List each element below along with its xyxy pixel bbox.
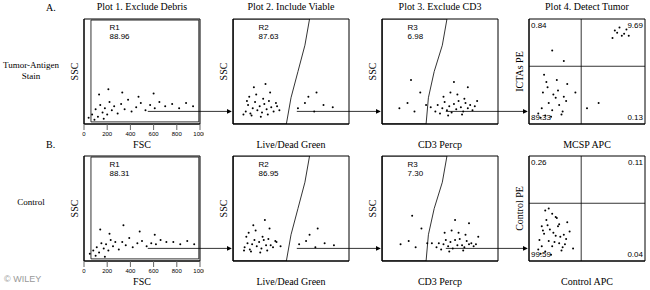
svg-text:600: 600 — [149, 131, 160, 137]
html-text:88.96: 88.96 — [109, 32, 130, 41]
html-text:R3: R3 — [407, 23, 418, 32]
svg-text:1000: 1000 — [193, 268, 204, 274]
html-text:0.11: 0.11 — [628, 158, 643, 167]
svg-text:SSC: SSC — [367, 62, 378, 80]
svg-text:Control PE: Control PE — [514, 186, 525, 231]
svg-text:CD3 Percp: CD3 Percp — [418, 139, 462, 150]
svg-text:Control APC: Control APC — [561, 276, 613, 287]
html-text:6.98: 6.98 — [407, 32, 424, 41]
html-text:Plot 1. Exclude Debris: Plot 1. Exclude Debris — [96, 1, 188, 12]
svg-text:SSC: SSC — [69, 62, 80, 80]
svg-text:800: 800 — [172, 268, 183, 274]
html-text:0.04: 0.04 — [627, 250, 643, 259]
html-text:R2: R2 — [258, 23, 269, 32]
svg-text:400: 400 — [125, 131, 136, 137]
html-text:0.26: 0.26 — [531, 158, 547, 167]
html-text:Plot 2. Include Viable: Plot 2. Include Viable — [247, 1, 335, 12]
html-text:B.: B. — [46, 139, 56, 150]
html-text:86.95: 86.95 — [258, 169, 279, 178]
svg-text:FSC: FSC — [133, 276, 151, 287]
svg-text:SSC: SSC — [69, 199, 80, 217]
html-text:0.84: 0.84 — [531, 21, 547, 30]
html-text:Plot 3. Exclude CD3: Plot 3. Exclude CD3 — [398, 1, 482, 12]
svg-text:800: 800 — [172, 131, 183, 137]
html-text:R1: R1 — [109, 160, 120, 169]
html-text:9.69: 9.69 — [627, 21, 643, 30]
html-text:99.59: 99.59 — [531, 250, 551, 259]
html-text:R2: R2 — [258, 160, 269, 169]
svg-text:Live/Dead Green: Live/Dead Green — [256, 276, 325, 287]
html-text:© WILEY: © WILEY — [4, 274, 42, 284]
svg-text:FSC: FSC — [133, 139, 151, 150]
html-text:Plot 4. Detect Tumor: Plot 4. Detect Tumor — [545, 1, 629, 12]
svg-text:0: 0 — [82, 131, 86, 137]
html-text:A.: A. — [46, 2, 56, 13]
svg-text:SSC: SSC — [218, 62, 229, 80]
html-text:R3: R3 — [407, 160, 418, 169]
svg-text:600: 600 — [149, 268, 160, 274]
svg-text:Live/Dead Green: Live/Dead Green — [256, 139, 325, 150]
html-text:Control: Control — [17, 197, 45, 207]
html-text:88.31: 88.31 — [109, 169, 130, 178]
svg-text:SSC: SSC — [218, 199, 229, 217]
svg-text:MCSP APC: MCSP APC — [563, 139, 611, 150]
svg-text:CD3 Percp: CD3 Percp — [418, 276, 462, 287]
svg-text:1000: 1000 — [193, 131, 204, 137]
html-text:87.63: 87.63 — [258, 32, 279, 41]
svg-text:200: 200 — [102, 268, 113, 274]
html-text:0.13: 0.13 — [627, 113, 643, 122]
html-text:7.30: 7.30 — [407, 169, 424, 178]
html-text:R1: R1 — [109, 23, 120, 32]
svg-text:400: 400 — [125, 268, 136, 274]
svg-text:SSC: SSC — [367, 199, 378, 217]
svg-text:0: 0 — [82, 268, 86, 274]
html-text:Tumor-Antigen Stain: Tumor-Antigen Stain — [3, 60, 59, 81]
svg-text:200: 200 — [102, 131, 113, 137]
html-text:89.33: 89.33 — [531, 113, 551, 122]
svg-text:ICTAs PE: ICTAs PE — [514, 51, 525, 92]
